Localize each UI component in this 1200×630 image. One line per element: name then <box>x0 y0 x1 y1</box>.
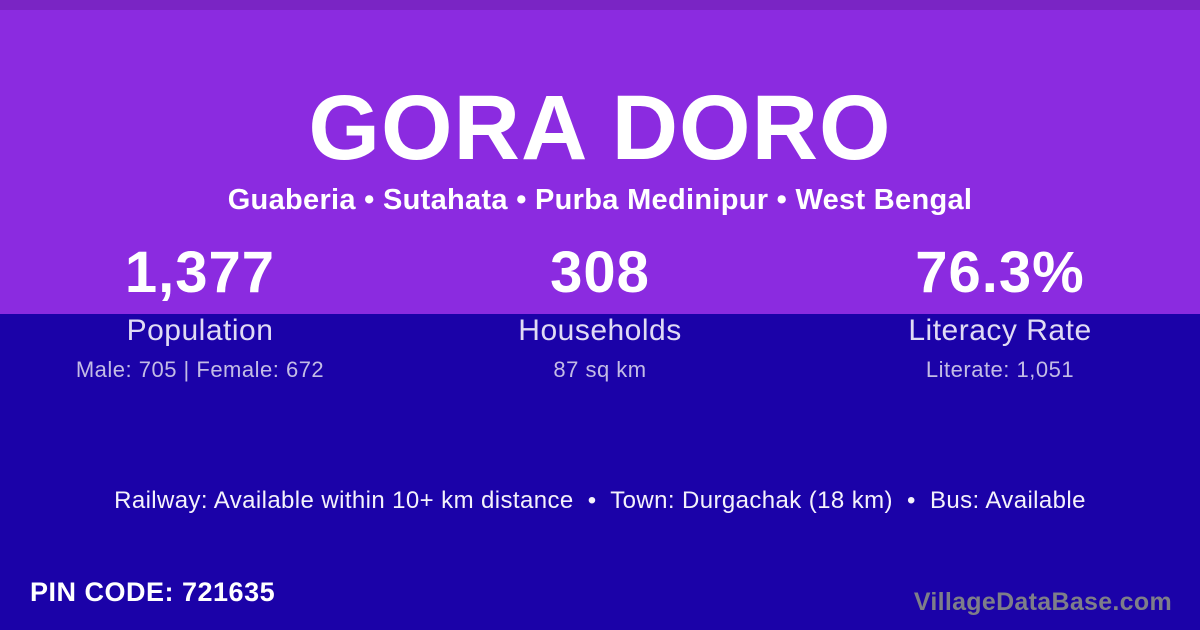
literacy-rate-value: 76.3% <box>915 240 1085 305</box>
households-value: 308 <box>550 240 650 305</box>
purple-header-band <box>0 0 1200 314</box>
population-detail: Male: 705 | Female: 672 <box>75 357 325 382</box>
population-value: 1,377 <box>124 240 276 305</box>
watermark-site-name: VillageDataBase.com <box>913 588 1172 616</box>
stat-literacy-rate: 76.3% Literacy Rate Literate: 1,051 <box>800 240 1200 382</box>
population-label: Population <box>126 314 274 347</box>
transport-info-line: Railway: Available within 10+ km distanc… <box>114 487 1086 514</box>
literacy-rate-detail: Literate: 1,051 <box>925 357 1075 382</box>
village-name-title: GORA DORO <box>308 77 892 179</box>
pin-code-label: PIN CODE: 721635 <box>30 577 276 607</box>
top-edge-shade <box>0 0 1200 10</box>
literacy-rate-label: Literacy Rate <box>908 314 1092 347</box>
stats-row: 1,377 Population Male: 705 | Female: 672… <box>0 240 1200 382</box>
households-detail: 87 sq km <box>553 357 647 382</box>
stat-households: 308 Households 87 sq km <box>400 240 800 382</box>
households-label: Households <box>518 314 682 347</box>
stat-population: 1,377 Population Male: 705 | Female: 672 <box>0 240 400 382</box>
location-breadcrumb: Guaberia • Sutahata • Purba Medinipur • … <box>227 184 973 216</box>
